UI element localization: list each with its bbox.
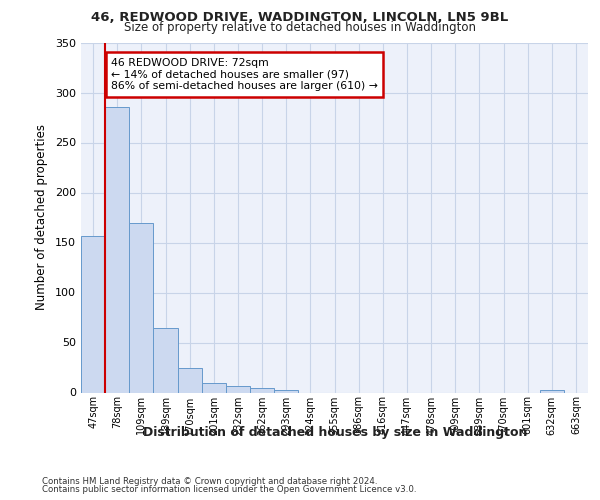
Bar: [202, 382, 226, 392]
Text: Distribution of detached houses by size in Waddington: Distribution of detached houses by size …: [143, 426, 527, 439]
Y-axis label: Number of detached properties: Number of detached properties: [35, 124, 48, 310]
Bar: [250, 388, 274, 392]
Bar: [105, 106, 129, 393]
Text: Contains public sector information licensed under the Open Government Licence v3: Contains public sector information licen…: [42, 485, 416, 494]
Bar: [540, 390, 564, 392]
Bar: [154, 328, 178, 392]
Bar: [81, 236, 105, 392]
Text: 46, REDWOOD DRIVE, WADDINGTON, LINCOLN, LN5 9BL: 46, REDWOOD DRIVE, WADDINGTON, LINCOLN, …: [91, 11, 509, 24]
Text: 46 REDWOOD DRIVE: 72sqm
← 14% of detached houses are smaller (97)
86% of semi-de: 46 REDWOOD DRIVE: 72sqm ← 14% of detache…: [111, 58, 378, 91]
Bar: [274, 390, 298, 392]
Bar: [178, 368, 202, 392]
Bar: [129, 222, 154, 392]
Text: Size of property relative to detached houses in Waddington: Size of property relative to detached ho…: [124, 22, 476, 35]
Text: Contains HM Land Registry data © Crown copyright and database right 2024.: Contains HM Land Registry data © Crown c…: [42, 477, 377, 486]
Bar: [226, 386, 250, 392]
